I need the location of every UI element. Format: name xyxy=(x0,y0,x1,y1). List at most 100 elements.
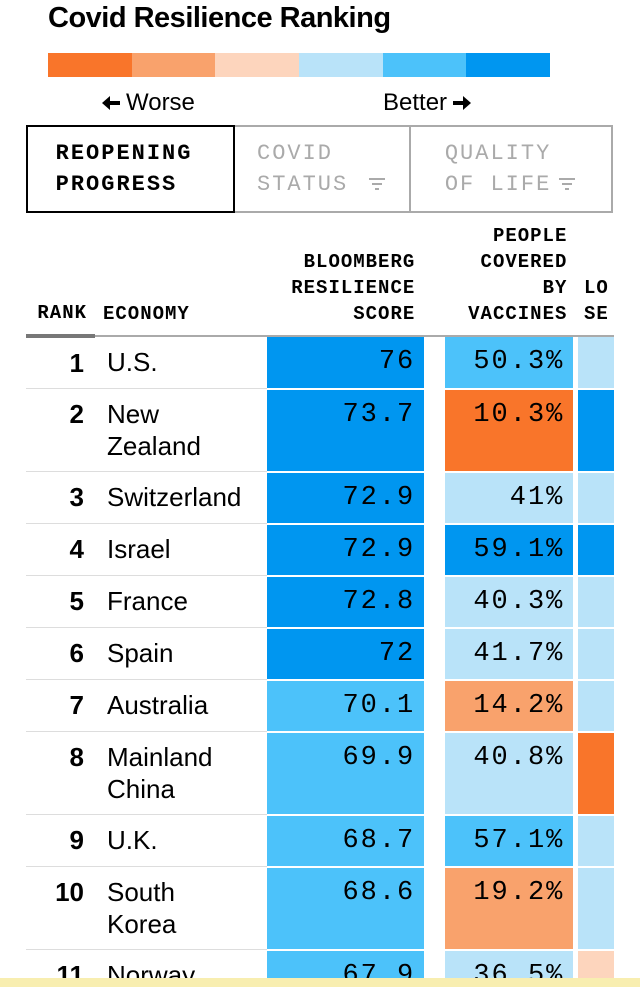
table-row: 10 South Korea 68.6 19.2% xyxy=(26,866,614,951)
economy: Switzerland xyxy=(95,471,267,524)
economy-name: U.S. xyxy=(107,347,158,377)
vaccine-cell: 19.2% xyxy=(444,866,574,951)
next-cell xyxy=(577,523,614,577)
score-cell: 70.1 xyxy=(266,679,425,733)
spacer xyxy=(424,388,445,473)
table-row: 7 Australia 70.1 14.2% xyxy=(26,679,614,733)
rank: 7 xyxy=(26,679,95,732)
col-header-text: BLOOMBERG RESILIENCE SCORE xyxy=(291,251,416,325)
tab[interactable]: REOPENING PROGRESS xyxy=(26,125,236,213)
economy: Norway xyxy=(95,949,267,978)
filter-icon xyxy=(558,178,575,190)
spacer xyxy=(573,575,578,629)
table-row: 2 New Zealand 73.7 10.3% xyxy=(26,388,614,473)
economy-name: Mainland China xyxy=(107,742,213,804)
economy-name: New Zealand xyxy=(107,399,201,461)
score-cell: 72.8 xyxy=(266,575,425,629)
col-header: PEOPLE COVERED BY VACCINES xyxy=(445,215,574,336)
col-header: BLOOMBERG RESILIENCE SCORE xyxy=(267,215,424,336)
spacer xyxy=(573,731,578,816)
spacer xyxy=(573,471,578,525)
next-cell xyxy=(577,388,614,473)
rank: 10 xyxy=(26,866,95,950)
tabs: REOPENING PROGRESS COVID STATUS QUALITY … xyxy=(26,125,614,213)
legend-swatch xyxy=(299,53,383,77)
tab[interactable]: COVID STATUS xyxy=(235,125,411,213)
tab-label: REOPENING PROGRESS xyxy=(55,141,193,197)
vaccine-cell: 57.1% xyxy=(444,814,574,868)
rank: 5 xyxy=(26,575,95,628)
table-row: 1 U.S. 76 50.3% xyxy=(26,336,614,390)
worse-label: Worse xyxy=(126,89,195,116)
spacer xyxy=(424,215,444,336)
spacer xyxy=(573,627,578,681)
score-cell: 73.7 xyxy=(266,388,425,473)
legend-worse: Worse xyxy=(100,89,195,117)
score-cell: 68.6 xyxy=(266,866,425,951)
score-cell: 68.7 xyxy=(266,814,425,868)
vaccine-cell: 14.2% xyxy=(444,679,574,733)
vaccine-cell: 41% xyxy=(444,471,574,525)
tab-label: COVID STATUS xyxy=(257,141,349,197)
table-row: 5 France 72.8 40.3% xyxy=(26,575,614,629)
rank: 2 xyxy=(26,388,95,472)
next-cell xyxy=(577,949,614,978)
economy-name: Switzerland xyxy=(107,482,242,512)
spacer xyxy=(424,471,445,525)
next-cell xyxy=(577,575,614,629)
spacer xyxy=(573,388,578,473)
rank: 9 xyxy=(26,814,95,867)
economy-name: Australia xyxy=(107,690,209,720)
bottom-strip xyxy=(0,978,640,987)
spacer xyxy=(424,866,445,951)
legend-swatch xyxy=(215,53,300,77)
vaccine-cell: 40.3% xyxy=(444,575,574,629)
table-wrap: RANK ECONOMY BLOOMBERG RESILIENCE SCORE PEO… xyxy=(26,215,614,978)
arrow-right xyxy=(453,96,472,110)
economy-name: France xyxy=(107,586,188,616)
col-header: LO SE xyxy=(578,215,614,336)
filter-icon xyxy=(369,178,385,190)
economy: Spain xyxy=(95,627,267,680)
economy: New Zealand xyxy=(95,388,267,472)
next-cell xyxy=(577,679,614,733)
spacer xyxy=(424,336,445,390)
next-cell xyxy=(577,627,614,681)
rank: 11 xyxy=(26,949,95,978)
tab-label: QUALITY OF LIFE xyxy=(444,141,552,197)
legend-swatch xyxy=(466,53,551,77)
next-cell xyxy=(577,866,614,951)
vaccine-cell: 50.3% xyxy=(444,336,574,390)
economy-name: Israel xyxy=(107,534,171,564)
score-cell: 72.9 xyxy=(266,523,425,577)
spacer xyxy=(424,949,445,978)
score-cell: 72 xyxy=(266,627,425,681)
score-cell: 76 xyxy=(266,336,425,390)
legend-bar xyxy=(48,53,551,77)
economy-name: U.K. xyxy=(107,825,158,855)
table-row: 11 Norway 67.9 36.5% xyxy=(26,949,614,978)
better-label: Better xyxy=(383,89,448,116)
legend-swatch xyxy=(382,53,467,77)
vaccine-cell: 59.1% xyxy=(444,523,574,577)
spacer xyxy=(573,679,578,733)
economy: U.S. xyxy=(95,336,267,389)
table-row: 3 Switzerland 72.9 41% xyxy=(26,471,614,525)
economy: France xyxy=(95,575,267,628)
spacer xyxy=(424,627,445,681)
vaccine-cell: 40.8% xyxy=(444,731,574,816)
spacer xyxy=(424,814,445,868)
spacer xyxy=(573,866,578,951)
col-header-text: LO SE xyxy=(583,277,609,325)
score-cell: 67.9 xyxy=(266,949,425,978)
economy: U.K. xyxy=(95,814,267,867)
table-row: 4 Israel 72.9 59.1% xyxy=(26,523,614,577)
economy: Israel xyxy=(95,523,267,576)
tab[interactable]: QUALITY OF LIFE xyxy=(410,125,614,213)
table: RANK ECONOMY BLOOMBERG RESILIENCE SCORE PEO… xyxy=(26,215,614,978)
table-row: 9 U.K. 68.7 57.1% xyxy=(26,814,614,868)
col-header: RANK xyxy=(26,215,95,338)
col-header-text: PEOPLE COVERED BY VACCINES xyxy=(468,225,568,325)
spacer xyxy=(424,731,445,816)
